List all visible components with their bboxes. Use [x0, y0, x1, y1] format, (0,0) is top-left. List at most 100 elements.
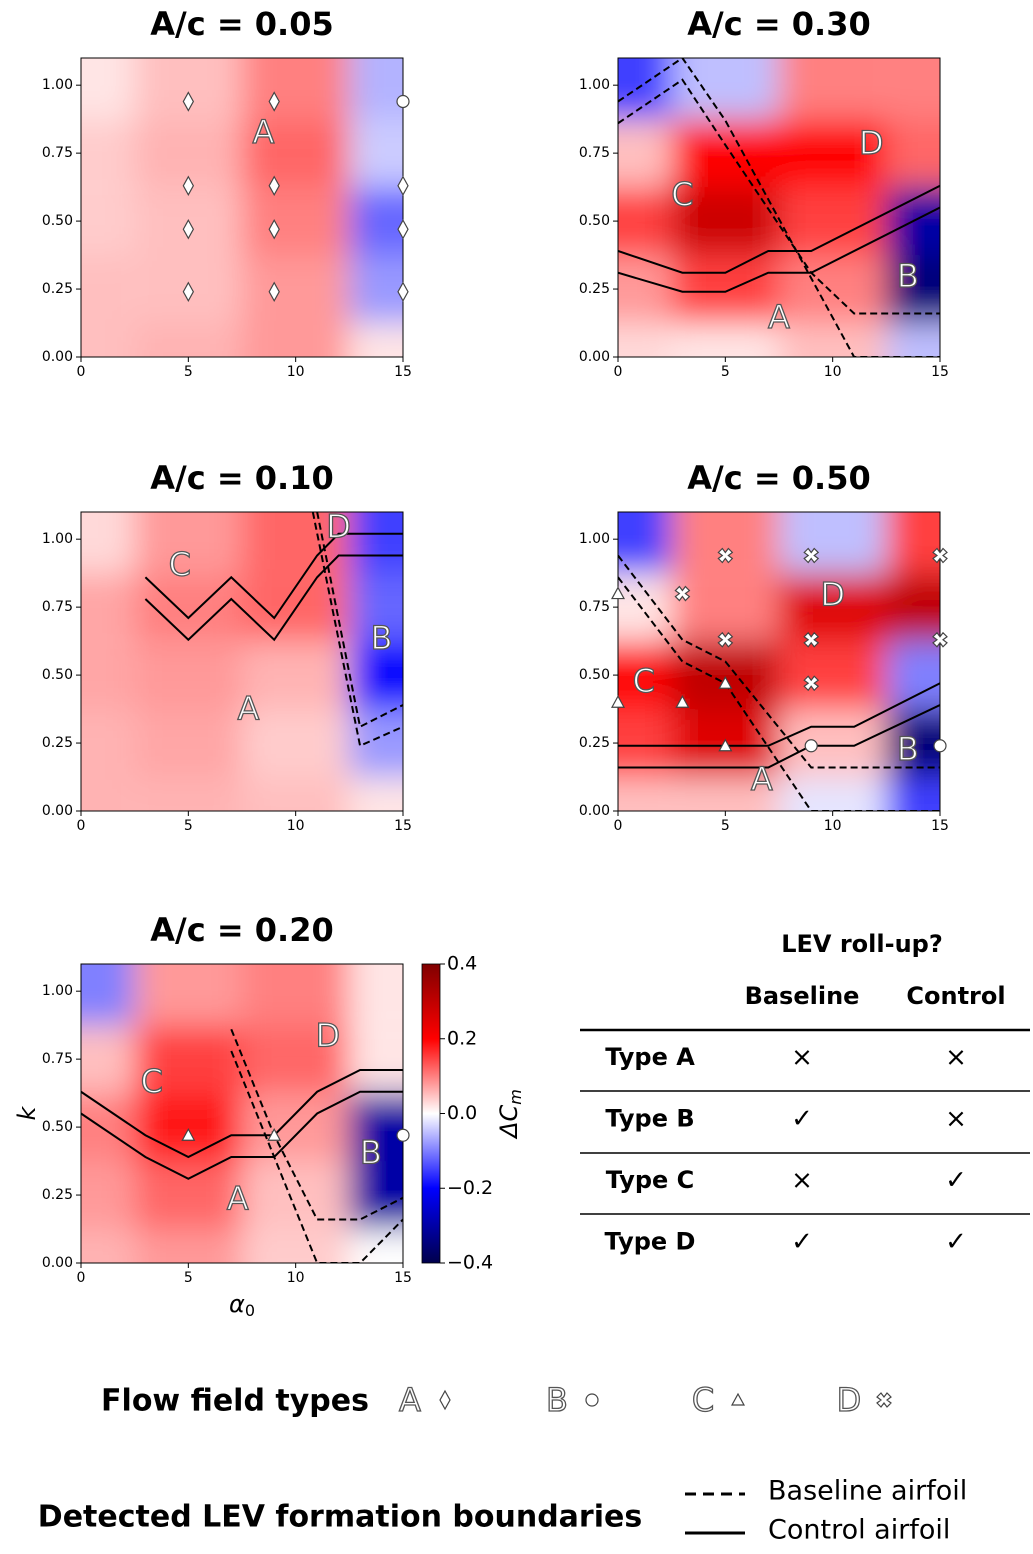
- heatmap-cell: [134, 964, 242, 1026]
- table-cell: ×: [791, 1043, 813, 1073]
- y-tick-label: 1.00: [579, 77, 610, 93]
- heatmap-cell: [349, 187, 403, 256]
- data-point: [933, 739, 947, 753]
- heatmap-cell: [349, 119, 403, 188]
- heatmap-cell: [618, 187, 672, 256]
- region-label: A: [227, 1179, 249, 1217]
- heatmap-cell: [81, 964, 135, 1026]
- heatmap-cell: [81, 709, 135, 778]
- panel-title: A/c = 0.50: [687, 459, 870, 497]
- x-axis-label-sub: 0: [245, 1301, 255, 1320]
- heatmap-cell: [349, 709, 403, 778]
- boundary-line: [618, 206, 940, 293]
- data-point: [717, 631, 734, 648]
- colorbar-tick-label: 0.4: [447, 953, 477, 975]
- heatmap-cell: [242, 58, 350, 120]
- legend-marker: [439, 1389, 451, 1411]
- x-tick-label: 5: [184, 818, 193, 834]
- data-point: [268, 219, 280, 240]
- heatmap-field: [618, 58, 940, 357]
- heatmap-cell: [81, 1025, 135, 1094]
- boundary-line: [618, 554, 940, 769]
- y-tick-label: 0.50: [42, 1119, 73, 1135]
- y-tick-label: 0.00: [42, 349, 73, 365]
- heatmap-cell: [242, 641, 350, 710]
- axes-frame: [617, 57, 941, 358]
- heatmap-cell: [349, 58, 403, 120]
- data-point: [932, 631, 948, 648]
- heatmap-cell: [779, 58, 887, 120]
- data-point: [674, 585, 691, 602]
- heatmap-cell: [779, 255, 887, 324]
- data-point: [932, 547, 948, 564]
- heatmap-cell: [242, 964, 350, 1026]
- x-tick-label: 15: [931, 818, 949, 834]
- table-cell: ✓: [945, 1227, 967, 1257]
- region-label: C: [633, 662, 655, 700]
- axes-frame: [617, 511, 941, 812]
- table-cell: ✓: [791, 1227, 813, 1257]
- heatmap-cell: [242, 119, 350, 188]
- table-header: Control: [906, 982, 1005, 1010]
- heatmap-cell: [618, 641, 672, 710]
- data-point: [182, 91, 195, 112]
- heatmap-cell: [81, 1093, 135, 1162]
- heatmap-cell: [242, 1229, 350, 1263]
- heatmap-cell: [671, 573, 779, 642]
- heatmap-cell: [134, 1229, 242, 1263]
- x-tick-label: 10: [824, 818, 842, 834]
- heatmap-cell: [886, 777, 940, 811]
- heatmap-cell: [81, 641, 135, 710]
- data-point: [718, 675, 733, 689]
- legend: Flow field types A B C D Detected LEV formati…: [38, 1380, 967, 1546]
- y-tick-label: 0.00: [579, 803, 610, 819]
- legend-letter: C: [692, 1381, 714, 1419]
- heatmap-cell: [81, 1161, 135, 1230]
- region-label: B: [897, 730, 919, 768]
- heatmap: [618, 512, 940, 811]
- data-point: [610, 586, 626, 600]
- heatmap-cell: [81, 573, 135, 642]
- y-tick-label: 0.25: [579, 735, 610, 751]
- legend-letter: A: [399, 1381, 421, 1419]
- region-label: D: [316, 1016, 341, 1054]
- panel-title: A/c = 0.20: [150, 911, 333, 949]
- x-tick-label: 0: [77, 1270, 86, 1286]
- y-tick-label: 1.00: [579, 531, 610, 547]
- axes-frame: [80, 963, 404, 1264]
- y-tick-label: 0.25: [42, 735, 73, 751]
- region-label: D: [859, 124, 884, 162]
- boundary-line: [144, 532, 403, 620]
- y-tick-label: 0.25: [579, 281, 610, 297]
- data-point: [675, 695, 690, 708]
- heatmap-cell: [81, 255, 135, 324]
- data-point: [396, 1128, 410, 1142]
- heatmap-cell: [349, 255, 403, 324]
- colorbar: [421, 963, 441, 1264]
- region-label: A: [751, 760, 773, 798]
- heatmap-cell: [81, 512, 135, 574]
- legend-marker: [730, 1392, 746, 1406]
- x-tick-label: 15: [394, 818, 412, 834]
- colorbar-label: ΔCm: [495, 1089, 525, 1140]
- y-tick-label: 0.50: [42, 667, 73, 683]
- table-row-label: Type D: [605, 1228, 696, 1256]
- heatmap-cell: [134, 512, 242, 574]
- heatmap-cell: [242, 1093, 350, 1162]
- heatmap-cell: [886, 512, 940, 574]
- y-tick-label: 0.50: [579, 213, 610, 229]
- data-point: [268, 175, 280, 196]
- heatmap-cell: [242, 323, 350, 357]
- heatmap-cell: [618, 323, 672, 357]
- data-point: [268, 91, 280, 112]
- region-label: D: [820, 575, 845, 613]
- x-axis-label: α0: [229, 1290, 255, 1320]
- data-point: [267, 1127, 282, 1141]
- boundary-line: [311, 512, 403, 748]
- y-tick-label: 0.75: [42, 145, 73, 161]
- legend-label: Control airfoil: [768, 1515, 950, 1546]
- x-tick-label: 10: [287, 818, 305, 834]
- x-tick-label: 0: [614, 818, 623, 834]
- x-axis-label-main: α: [229, 1290, 245, 1318]
